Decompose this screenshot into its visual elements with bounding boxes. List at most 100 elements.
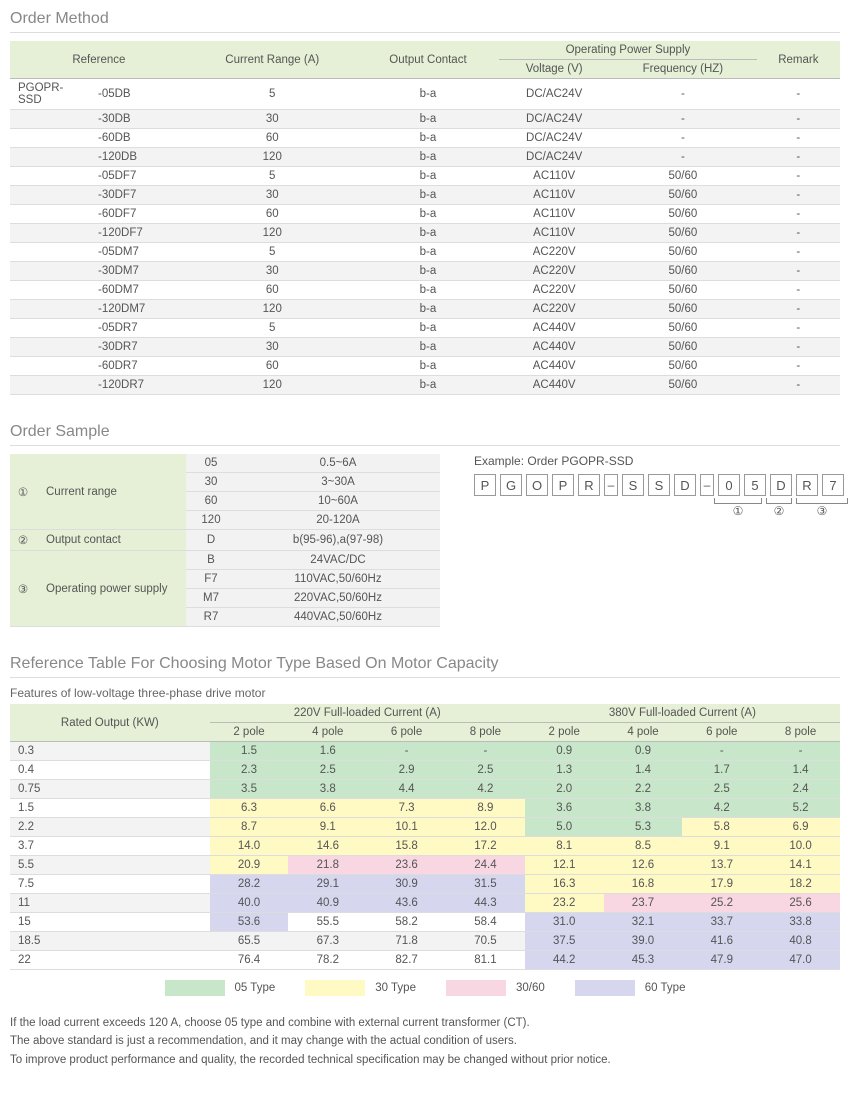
code-char: P xyxy=(552,474,574,496)
cell-r: - xyxy=(757,243,840,262)
desc-cell: 110VAC,50/60Hz xyxy=(236,570,440,589)
cell-val: 10.1 xyxy=(367,818,446,837)
cell-r: - xyxy=(757,110,840,129)
table-row: ②Output contactDb(95-96),a(97-98) xyxy=(10,530,440,551)
legend-item: 05 Type xyxy=(165,980,276,996)
cell-val: 14.0 xyxy=(210,837,289,856)
footnotes: If the load current exceeds 120 A, choos… xyxy=(10,1014,840,1069)
col-380-2p: 2 pole xyxy=(525,723,604,742)
legend-item: 30/60 xyxy=(446,980,545,996)
under-num: ② xyxy=(774,504,785,518)
cell-f: 50/60 xyxy=(609,319,757,338)
cell-r: - xyxy=(757,148,840,167)
ref-prefix-empty xyxy=(10,319,90,338)
code-boxes: PGOPR–SSD–05DR7 xyxy=(474,474,848,496)
cell-v: DC/AC24V xyxy=(499,79,609,110)
table-row: ①Current range050.5~6A xyxy=(10,454,440,473)
cell-ref-suffix: -120DM7 xyxy=(90,300,188,319)
table-row: 0.753.53.84.44.22.02.22.52.4 xyxy=(10,780,840,799)
cell-val: 43.6 xyxy=(367,894,446,913)
col-output-contact: Output Contact xyxy=(357,41,499,79)
order-method-section: Order Method Reference Current Range (A)… xyxy=(10,10,840,395)
cell-val: 6.9 xyxy=(761,818,840,837)
cell-val: 24.4 xyxy=(446,856,525,875)
cell-r: - xyxy=(757,376,840,395)
col-frequency: Frequency (HZ) xyxy=(609,60,757,79)
cell-v: AC110V xyxy=(499,224,609,243)
cell-v: AC220V xyxy=(499,262,609,281)
cell-val: 31.0 xyxy=(525,913,604,932)
cell-val: 33.8 xyxy=(761,913,840,932)
ref-table-title: Reference Table For Choosing Motor Type … xyxy=(10,655,840,678)
cell-v: DC/AC24V xyxy=(499,129,609,148)
cell-val: 78.2 xyxy=(288,951,367,970)
group-num: ③ xyxy=(10,551,36,627)
cell-cr: 120 xyxy=(188,148,357,167)
cell-ref-suffix: -05DM7 xyxy=(90,243,188,262)
ref-prefix-empty xyxy=(10,338,90,357)
cell-f: 50/60 xyxy=(609,376,757,395)
table-row: -60DR760b-aAC440V50/60- xyxy=(10,357,840,376)
cell-f: 50/60 xyxy=(609,224,757,243)
order-sample-section: Order Sample ①Current range050.5~6A303~3… xyxy=(10,423,840,627)
cell-ref-suffix: -05DB xyxy=(90,79,188,110)
code-cell: 60 xyxy=(186,492,236,511)
legend: 05 Type30 Type30/6060 Type xyxy=(10,980,840,996)
cell-val: 58.2 xyxy=(367,913,446,932)
cell-val: 14.1 xyxy=(761,856,840,875)
cell-val: 16.3 xyxy=(525,875,604,894)
cell-v: AC220V xyxy=(499,281,609,300)
ref-prefix-empty xyxy=(10,300,90,319)
cell-val: 55.5 xyxy=(288,913,367,932)
cell-val: 2.0 xyxy=(525,780,604,799)
cell-cr: 60 xyxy=(188,281,357,300)
cell-val: 39.0 xyxy=(604,932,683,951)
table-row: 18.565.567.371.870.537.539.041.640.8 xyxy=(10,932,840,951)
cell-f: 50/60 xyxy=(609,167,757,186)
cell-f: 50/60 xyxy=(609,357,757,376)
ref-prefix-empty xyxy=(10,262,90,281)
code-char: S xyxy=(648,474,670,496)
cell-val: - xyxy=(367,742,446,761)
legend-label: 05 Type xyxy=(235,982,276,994)
cell-cr: 30 xyxy=(188,186,357,205)
cell-kw: 18.5 xyxy=(10,932,210,951)
cell-val: 8.5 xyxy=(604,837,683,856)
cell-ref-suffix: -60DM7 xyxy=(90,281,188,300)
cell-cr: 60 xyxy=(188,205,357,224)
code-char: D xyxy=(674,474,696,496)
under-num: ① xyxy=(733,504,744,518)
desc-cell: 220VAC,50/60Hz xyxy=(236,589,440,608)
under-num: ③ xyxy=(817,504,828,518)
cell-val: 4.2 xyxy=(682,799,761,818)
cell-ref-suffix: -60DR7 xyxy=(90,357,188,376)
table-row: -05DF75b-aAC110V50/60- xyxy=(10,167,840,186)
cell-val: 47.0 xyxy=(761,951,840,970)
cell-oc: b-a xyxy=(357,205,499,224)
cell-val: 1.4 xyxy=(604,761,683,780)
cell-val: 58.4 xyxy=(446,913,525,932)
cell-kw: 1.5 xyxy=(10,799,210,818)
cell-ref-suffix: -30DM7 xyxy=(90,262,188,281)
code-cell: B xyxy=(186,551,236,570)
cell-f: - xyxy=(609,129,757,148)
cell-val: 71.8 xyxy=(367,932,446,951)
cell-val: 3.8 xyxy=(604,799,683,818)
ref-prefix-empty xyxy=(10,110,90,129)
legend-swatch xyxy=(446,980,506,996)
code-char: O xyxy=(526,474,548,496)
table-row: -05DM75b-aAC220V50/60- xyxy=(10,243,840,262)
cell-val: 1.7 xyxy=(682,761,761,780)
cell-val: 2.5 xyxy=(446,761,525,780)
col-220-4p: 4 pole xyxy=(288,723,367,742)
col-ops: Operating Power Supply xyxy=(499,41,756,60)
cell-v: AC440V xyxy=(499,376,609,395)
cell-oc: b-a xyxy=(357,376,499,395)
table-row: -30DM730b-aAC220V50/60- xyxy=(10,262,840,281)
cell-val: 44.3 xyxy=(446,894,525,913)
table-row: -30DF730b-aAC110V50/60- xyxy=(10,186,840,205)
table-row: 5.520.921.823.624.412.112.613.714.1 xyxy=(10,856,840,875)
ref-prefix-empty xyxy=(10,186,90,205)
cell-val: 82.7 xyxy=(367,951,446,970)
group-num: ② xyxy=(10,530,36,551)
